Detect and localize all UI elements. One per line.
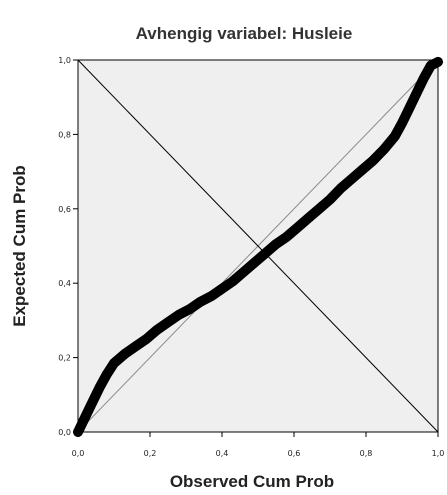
x-tick-label: 0,6	[288, 449, 301, 458]
y-tick-label: 1,0	[58, 56, 71, 65]
y-axis-title: Expected Cum Prob	[10, 165, 29, 327]
series-line-1	[73, 56, 443, 437]
y-tick-label: 0,0	[58, 428, 71, 437]
x-tick-label: 1,0	[432, 449, 445, 458]
y-tick-label: 0,4	[58, 279, 71, 288]
x-tick-label: 0,0	[72, 449, 85, 458]
x-tick-label: 0,8	[360, 449, 373, 458]
x-tick-label: 0,2	[144, 449, 157, 458]
reference-line-2	[77, 59, 439, 433]
chart-title: Avhengig variabel: Husleie	[136, 24, 353, 43]
x-axis-title: Observed Cum Prob	[170, 472, 334, 491]
x-tick-label: 0,4	[216, 449, 229, 458]
y-tick-label: 0,8	[58, 130, 71, 139]
y-tick-label: 0,2	[58, 354, 71, 363]
y-tick-label: 0,6	[58, 205, 71, 214]
